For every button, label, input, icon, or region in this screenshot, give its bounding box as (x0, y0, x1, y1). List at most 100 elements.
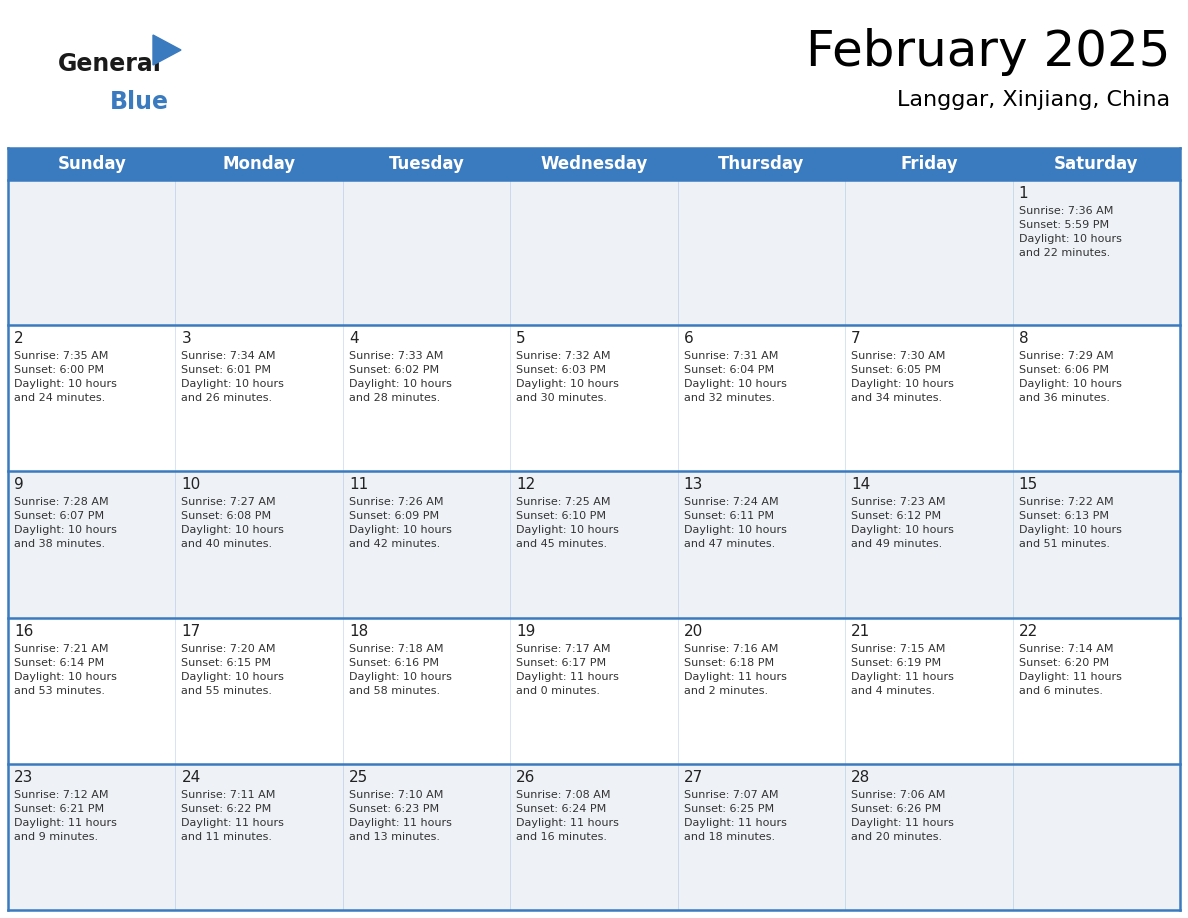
Text: Sunrise: 7:11 AM: Sunrise: 7:11 AM (182, 789, 276, 800)
Text: Sunrise: 7:14 AM: Sunrise: 7:14 AM (1018, 644, 1113, 654)
Text: Sunset: 6:05 PM: Sunset: 6:05 PM (851, 365, 941, 375)
Bar (8, 764, 176, 910)
Text: Daylight: 10 hours: Daylight: 10 hours (14, 525, 116, 535)
Text: 5: 5 (517, 331, 526, 346)
Text: and 22 minutes.: and 22 minutes. (1018, 248, 1110, 258)
Text: Sunset: 6:08 PM: Sunset: 6:08 PM (182, 511, 272, 521)
Bar (1012, 325, 1180, 471)
Text: 28: 28 (851, 770, 871, 785)
Bar (845, 325, 1012, 471)
Text: Daylight: 10 hours: Daylight: 10 hours (1018, 525, 1121, 535)
Text: Daylight: 10 hours: Daylight: 10 hours (14, 379, 116, 389)
Bar (176, 618, 343, 764)
Text: and 53 minutes.: and 53 minutes. (14, 686, 105, 696)
Text: and 6 minutes.: and 6 minutes. (1018, 686, 1102, 696)
Text: Sunrise: 7:30 AM: Sunrise: 7:30 AM (851, 351, 946, 361)
Text: Sunrise: 7:17 AM: Sunrise: 7:17 AM (517, 644, 611, 654)
Text: and 20 minutes.: and 20 minutes. (851, 832, 942, 842)
Text: Sunrise: 7:27 AM: Sunrise: 7:27 AM (182, 498, 276, 508)
Text: Daylight: 11 hours: Daylight: 11 hours (684, 671, 786, 681)
Text: 6: 6 (684, 331, 694, 346)
Bar (1012, 471, 1180, 618)
Text: and 2 minutes.: and 2 minutes. (684, 686, 767, 696)
Text: 10: 10 (182, 477, 201, 492)
Text: Daylight: 10 hours: Daylight: 10 hours (182, 671, 284, 681)
Bar (1012, 148, 1180, 180)
Text: 14: 14 (851, 477, 871, 492)
Bar (8, 325, 176, 471)
Text: 17: 17 (182, 623, 201, 639)
Text: and 45 minutes.: and 45 minutes. (517, 539, 607, 549)
Text: Sunrise: 7:28 AM: Sunrise: 7:28 AM (14, 498, 108, 508)
Text: Sunrise: 7:24 AM: Sunrise: 7:24 AM (684, 498, 778, 508)
Text: and 11 minutes.: and 11 minutes. (182, 832, 272, 842)
Text: Sunset: 6:16 PM: Sunset: 6:16 PM (349, 657, 438, 667)
Text: 2: 2 (14, 331, 24, 346)
Text: and 18 minutes.: and 18 minutes. (684, 832, 775, 842)
Text: Sunrise: 7:12 AM: Sunrise: 7:12 AM (14, 789, 108, 800)
Text: General: General (58, 52, 162, 76)
Text: and 9 minutes.: and 9 minutes. (14, 832, 99, 842)
Text: Daylight: 10 hours: Daylight: 10 hours (684, 525, 786, 535)
Text: Sunset: 6:01 PM: Sunset: 6:01 PM (182, 365, 271, 375)
Text: and 51 minutes.: and 51 minutes. (1018, 539, 1110, 549)
Text: and 42 minutes.: and 42 minutes. (349, 539, 440, 549)
Text: 21: 21 (851, 623, 871, 639)
Text: and 4 minutes.: and 4 minutes. (851, 686, 935, 696)
Bar (1012, 764, 1180, 910)
Text: 19: 19 (517, 623, 536, 639)
Text: Sunset: 6:19 PM: Sunset: 6:19 PM (851, 657, 941, 667)
Bar (845, 471, 1012, 618)
Text: Sunset: 6:10 PM: Sunset: 6:10 PM (517, 511, 606, 521)
Text: Daylight: 10 hours: Daylight: 10 hours (517, 525, 619, 535)
Text: Daylight: 10 hours: Daylight: 10 hours (182, 525, 284, 535)
Text: and 47 minutes.: and 47 minutes. (684, 539, 775, 549)
Text: Sunrise: 7:36 AM: Sunrise: 7:36 AM (1018, 206, 1113, 216)
Text: Daylight: 11 hours: Daylight: 11 hours (517, 671, 619, 681)
Text: Daylight: 10 hours: Daylight: 10 hours (14, 671, 116, 681)
Text: 3: 3 (182, 331, 191, 346)
Text: Sunset: 6:20 PM: Sunset: 6:20 PM (1018, 657, 1108, 667)
Text: and 24 minutes.: and 24 minutes. (14, 393, 106, 403)
Text: Sunset: 6:03 PM: Sunset: 6:03 PM (517, 365, 606, 375)
Text: Sunrise: 7:15 AM: Sunrise: 7:15 AM (851, 644, 946, 654)
Text: Thursday: Thursday (719, 155, 804, 173)
Text: Sunset: 5:59 PM: Sunset: 5:59 PM (1018, 220, 1108, 230)
Bar (845, 148, 1012, 180)
Text: Daylight: 11 hours: Daylight: 11 hours (517, 818, 619, 828)
Text: Daylight: 10 hours: Daylight: 10 hours (684, 379, 786, 389)
Text: and 32 minutes.: and 32 minutes. (684, 393, 775, 403)
Text: and 40 minutes.: and 40 minutes. (182, 539, 272, 549)
Text: and 34 minutes.: and 34 minutes. (851, 393, 942, 403)
Bar (343, 180, 511, 325)
Text: and 26 minutes.: and 26 minutes. (182, 393, 272, 403)
Text: February 2025: February 2025 (805, 28, 1170, 76)
Text: Daylight: 10 hours: Daylight: 10 hours (851, 379, 954, 389)
Text: Sunset: 6:12 PM: Sunset: 6:12 PM (851, 511, 941, 521)
Bar (511, 471, 677, 618)
Text: Sunset: 6:24 PM: Sunset: 6:24 PM (517, 804, 607, 813)
Bar (677, 325, 845, 471)
Text: Sunset: 6:00 PM: Sunset: 6:00 PM (14, 365, 105, 375)
Text: and 36 minutes.: and 36 minutes. (1018, 393, 1110, 403)
Bar (677, 764, 845, 910)
Text: 12: 12 (517, 477, 536, 492)
Bar (677, 148, 845, 180)
Bar (8, 618, 176, 764)
Text: and 30 minutes.: and 30 minutes. (517, 393, 607, 403)
Bar (343, 325, 511, 471)
Text: 16: 16 (14, 623, 33, 639)
Text: Daylight: 11 hours: Daylight: 11 hours (14, 818, 116, 828)
Text: Sunrise: 7:06 AM: Sunrise: 7:06 AM (851, 789, 946, 800)
Text: and 49 minutes.: and 49 minutes. (851, 539, 942, 549)
Bar (176, 325, 343, 471)
Text: Sunday: Sunday (57, 155, 126, 173)
Text: 22: 22 (1018, 623, 1038, 639)
Bar (343, 764, 511, 910)
Text: Sunset: 6:13 PM: Sunset: 6:13 PM (1018, 511, 1108, 521)
Text: Sunrise: 7:22 AM: Sunrise: 7:22 AM (1018, 498, 1113, 508)
Text: Daylight: 11 hours: Daylight: 11 hours (349, 818, 451, 828)
Bar (176, 764, 343, 910)
Text: Sunset: 6:14 PM: Sunset: 6:14 PM (14, 657, 105, 667)
Text: 15: 15 (1018, 477, 1038, 492)
